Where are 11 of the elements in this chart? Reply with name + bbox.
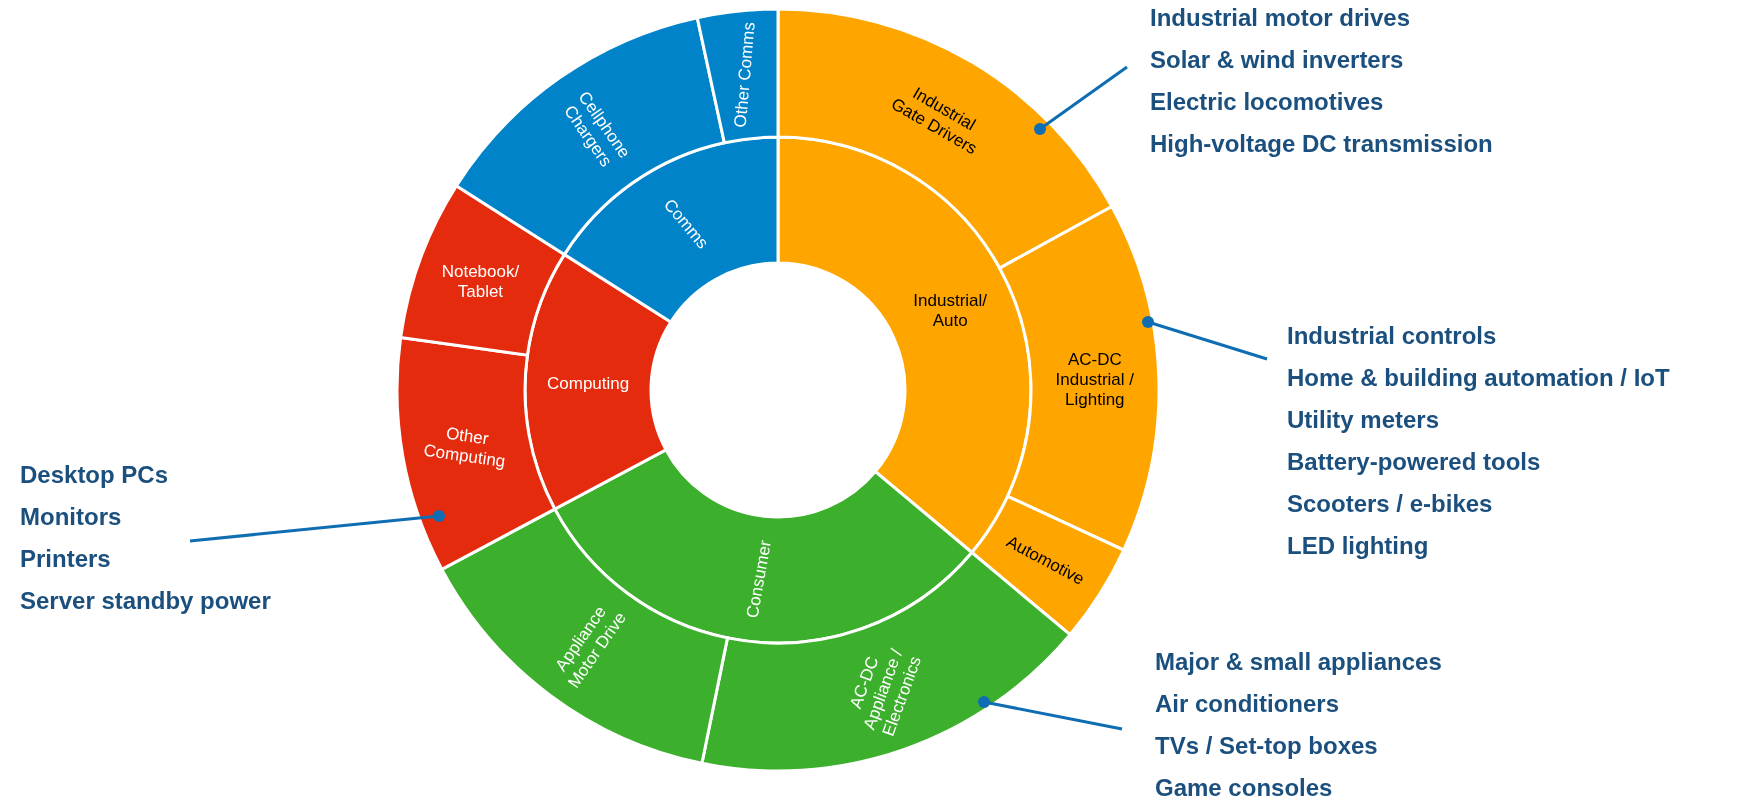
slice-label: AC-DC Industrial / Lighting	[1055, 350, 1135, 410]
text: Industrial controls Home & building automation / IoT Utility meters Battery-powered tools Scooters / e-bikes LED lighting	[1287, 322, 1670, 559]
text: Major & small appliances Air conditioners TVs / Set-top boxes Game consoles	[1155, 648, 1442, 801]
slice-label: Other Comms	[730, 21, 759, 129]
slice-label: Industrial/Auto	[913, 290, 988, 330]
slice-label: Consumer	[742, 538, 776, 620]
slice-label: Notebook/Tablet	[441, 261, 520, 301]
text: Industrial motor drives Solar & wind inverters Electric locomotives High-voltage DC transmission	[1150, 4, 1493, 157]
slice-label: Other Computing	[422, 423, 507, 472]
slice-label: Computing	[547, 373, 630, 393]
text: Desktop PCs Monitors Printers Server standby power	[20, 461, 271, 614]
